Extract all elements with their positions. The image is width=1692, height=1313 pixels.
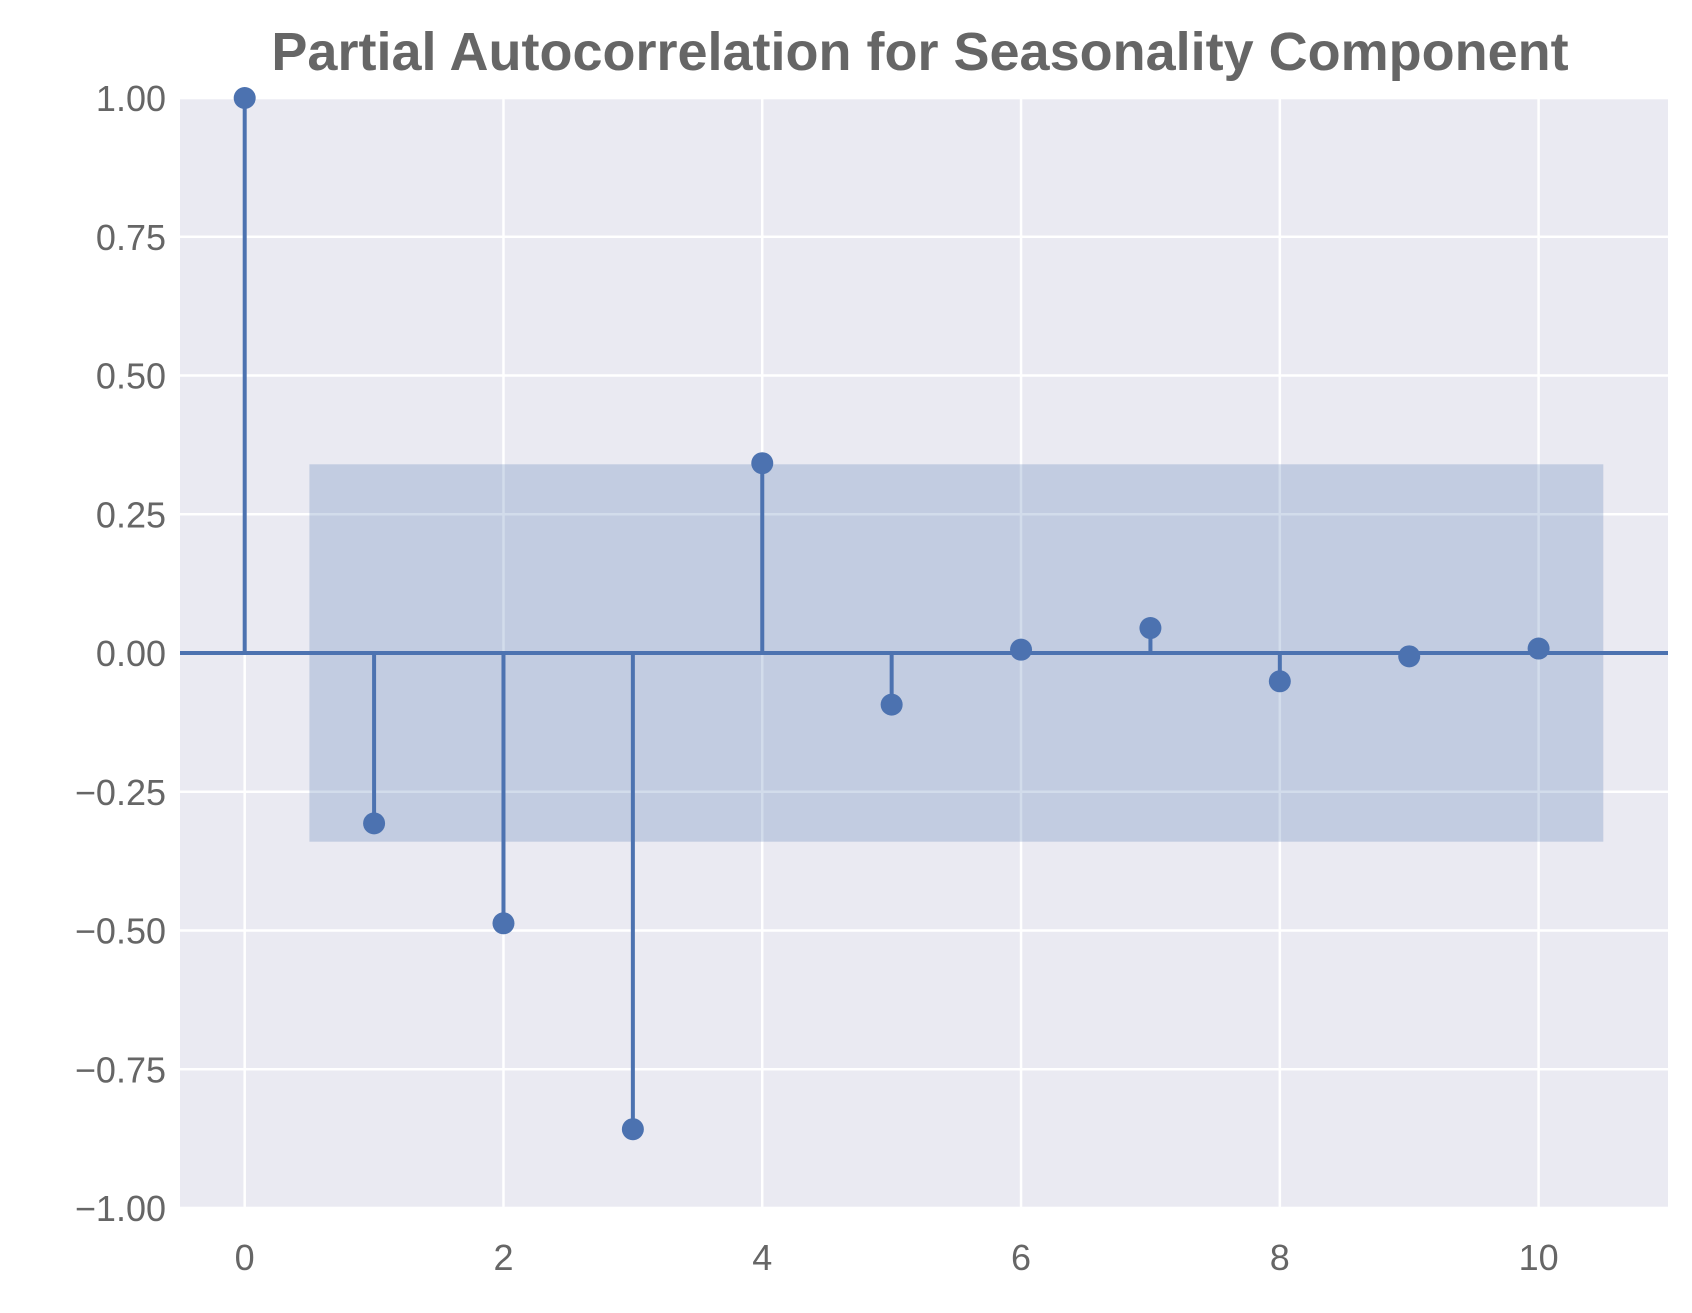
- x-tick-label-4: 8: [1270, 1237, 1290, 1278]
- y-tick-label-7: −0.75: [75, 1049, 166, 1090]
- x-axis-ticks: 0 2 4 6 8 10: [235, 1237, 1559, 1278]
- y-tick-label-6: −0.50: [75, 911, 166, 952]
- chart-title: Partial Autocorrelation for Seasonality …: [271, 22, 1568, 82]
- x-tick-label-3: 6: [1011, 1237, 1031, 1278]
- marker-lag-6: [1010, 638, 1033, 661]
- y-tick-label-1: 0.75: [96, 217, 166, 258]
- marker-lag-1: [363, 812, 386, 835]
- y-tick-label-8: −1.00: [75, 1188, 166, 1229]
- x-tick-label-1: 2: [493, 1237, 513, 1278]
- y-tick-label-2: 0.50: [96, 356, 166, 397]
- marker-lag-2: [492, 912, 515, 935]
- x-tick-label-5: 10: [1519, 1237, 1559, 1278]
- y-tick-label-3: 0.25: [96, 494, 166, 535]
- marker-lag-10: [1527, 637, 1550, 660]
- stem-layer: [242, 98, 1541, 1130]
- marker-lag-7: [1139, 617, 1162, 640]
- y-tick-label-0: 1.00: [96, 78, 166, 119]
- x-tick-label-2: 4: [752, 1237, 772, 1278]
- marker-lag-8: [1268, 670, 1291, 693]
- x-tick-label-0: 0: [235, 1237, 255, 1278]
- y-tick-label-4: 0.00: [96, 633, 166, 674]
- y-axis-ticks: 1.00 0.75 0.50 0.25 0.00 −0.25 −0.50 −0.75 −1.00: [75, 78, 166, 1229]
- marker-lag-9: [1398, 645, 1421, 668]
- marker-lag-0: [233, 87, 256, 109]
- marker-lag-5: [880, 693, 903, 716]
- marker-lag-4: [751, 452, 774, 475]
- marker-lag-3: [621, 1118, 644, 1141]
- marker-layer: [233, 87, 1550, 1141]
- y-tick-label-5: −0.25: [75, 772, 166, 813]
